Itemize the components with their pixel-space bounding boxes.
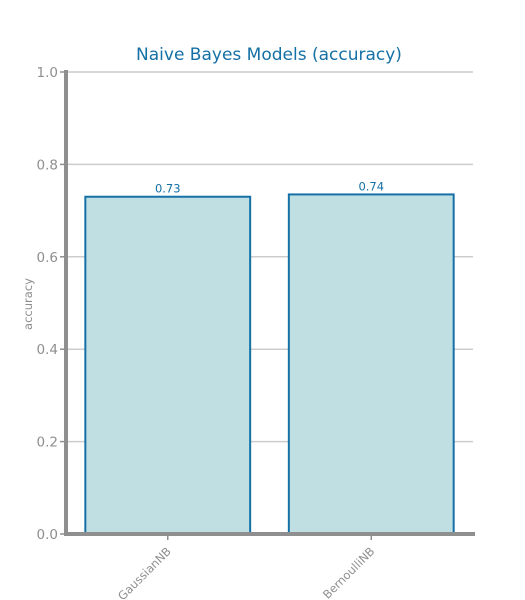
y-tick-label: 0.4 <box>37 342 58 358</box>
y-tick-label: 0.6 <box>37 250 58 266</box>
bars <box>84 193 455 536</box>
data-label-GaussianNB: 0.73 <box>155 182 181 196</box>
y-tick-label: 0.8 <box>37 157 58 173</box>
y-tick-label: 1.0 <box>37 65 58 81</box>
chart-title: Naive Bayes Models (accuracy) <box>136 45 402 65</box>
y-tick-label: 0.2 <box>37 435 58 451</box>
axes <box>60 70 475 540</box>
bar-BernoulliNB <box>287 193 455 535</box>
y-axis-label: accuracy <box>21 278 35 330</box>
x-tick-label-GaussianNB: GaussianNB <box>115 544 174 600</box>
y-tick-labels: 0.0 0.2 0.4 0.6 0.8 1.0 <box>37 65 58 543</box>
data-labels: 0.73 0.74 <box>155 179 384 195</box>
bar-GaussianNB <box>84 195 252 536</box>
x-tick-labels: GaussianNB BernoulliNB <box>115 544 377 600</box>
x-tick-label-BernoulliNB: BernoulliNB <box>320 544 377 600</box>
data-label-BernoulliNB: 0.74 <box>358 179 384 193</box>
y-tick-label: 0.0 <box>37 527 58 543</box>
